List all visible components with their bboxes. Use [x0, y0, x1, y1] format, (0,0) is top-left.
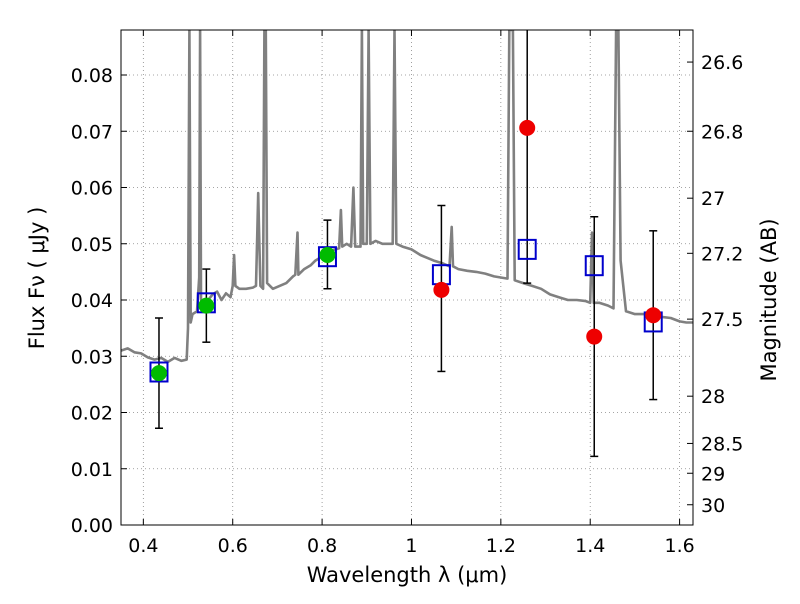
x-tick-label: 0.4: [128, 535, 158, 557]
y-tick-label: 0.05: [71, 234, 113, 256]
plot-frame: [120, 29, 694, 526]
model-photometry-square: [517, 238, 537, 260]
y2-axis-label: Magnitude (AB): [757, 218, 781, 381]
y-tick-label: 0.01: [71, 459, 113, 481]
photometry-point: [150, 365, 167, 382]
y-tick-label: 0.00: [71, 515, 113, 537]
y-tick-label: 0.03: [71, 346, 113, 368]
y-tick-label: 0.07: [71, 121, 113, 143]
plot-contents: [121, 30, 693, 458]
photometry-point: [519, 119, 536, 136]
y2-tick-label: 26.6: [701, 52, 743, 74]
y-tick-label: 0.04: [71, 290, 113, 312]
y2-tick-label: 30: [701, 495, 725, 517]
y2-tick-label: 29: [701, 463, 725, 485]
photometry-point: [319, 247, 336, 263]
y-axis-label: Flux Fν ( μJy ): [25, 207, 49, 350]
photometry-point: [198, 297, 215, 314]
x-tick-label: 1.6: [664, 535, 694, 557]
x-tick-label: 0.6: [218, 535, 248, 557]
x-axis-label: Wavelength λ (μm): [307, 563, 508, 587]
y-tick-label: 0.06: [71, 178, 113, 200]
model-photometry-square: [584, 255, 604, 277]
y2-tick-label: 28.5: [701, 433, 743, 455]
photometry-point: [645, 307, 662, 324]
model-photometry-square: [149, 361, 169, 383]
y2-tick-label: 27.2: [701, 243, 743, 265]
y2-tick-label: 27.5: [701, 309, 743, 331]
photometry-point: [433, 281, 450, 298]
x-tick-label: 0.8: [307, 535, 337, 557]
y-tick-label: 0.02: [71, 403, 113, 425]
axis-ticks: [121, 30, 693, 526]
axis-tick-labels: 0.4 0.6 0.8 1 1.2 1.4 1.6 0.00 0.01 0.02 0.03 0.04 0…: [71, 52, 744, 557]
x-tick-label: 1.4: [575, 535, 605, 557]
y2-tick-label: 27: [701, 188, 725, 210]
y-tick-label: 0.08: [71, 65, 113, 87]
y2-tick-label: 26.8: [701, 121, 743, 143]
observed-photometry-layer: [150, 119, 662, 382]
photometry-point: [586, 328, 603, 345]
x-tick-label: 1.2: [486, 535, 516, 557]
y2-tick-label: 28: [701, 386, 725, 408]
x-tick-label: 1: [405, 535, 417, 557]
